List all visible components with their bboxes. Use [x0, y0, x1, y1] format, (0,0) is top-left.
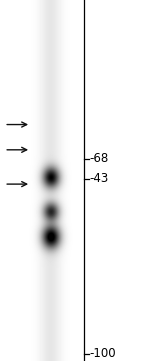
Text: -68: -68: [90, 152, 109, 165]
Text: -43: -43: [90, 172, 109, 185]
Text: -100: -100: [90, 347, 116, 360]
